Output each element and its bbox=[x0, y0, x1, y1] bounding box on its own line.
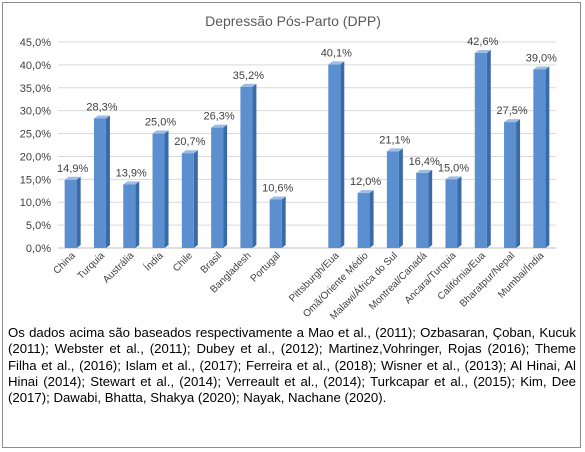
bar-top bbox=[269, 196, 286, 200]
chart-title: Depressão Pós-Parto (DPP) bbox=[205, 13, 381, 29]
data-label: 25,0% bbox=[145, 117, 176, 129]
bar-top bbox=[504, 119, 521, 123]
bar-side bbox=[369, 190, 374, 248]
bar-chart: Depressão Pós-Parto (DPP) 0,0% 5,0% 10,0% 15… bbox=[20, 13, 557, 322]
bar-side bbox=[428, 169, 433, 248]
bar-side bbox=[545, 66, 550, 248]
bar bbox=[181, 153, 194, 248]
data-label: 35,2% bbox=[233, 70, 264, 82]
data-label: 21,1% bbox=[379, 134, 410, 146]
x-tick-label: Brasil bbox=[199, 250, 224, 275]
bar-side bbox=[223, 124, 228, 248]
data-label: 28,3% bbox=[86, 101, 117, 113]
y-tick-label: 0,0% bbox=[26, 243, 51, 255]
bar-top bbox=[357, 190, 374, 194]
bar-top bbox=[240, 83, 257, 87]
y-tick-label: 30,0% bbox=[20, 106, 51, 118]
data-label: 15,0% bbox=[438, 162, 469, 174]
bar bbox=[328, 64, 341, 248]
bar-top bbox=[328, 61, 345, 65]
bar bbox=[64, 179, 77, 248]
y-tick-label: 10,0% bbox=[20, 197, 51, 209]
bar-top bbox=[533, 66, 550, 70]
bar-side bbox=[398, 148, 403, 248]
y-tick-label: 25,0% bbox=[20, 129, 51, 141]
x-tick-label: Ancara/Turquia bbox=[403, 250, 459, 306]
data-label: 14,9% bbox=[57, 163, 88, 175]
bar-side bbox=[281, 196, 286, 248]
bar bbox=[357, 193, 370, 248]
data-label: 10,6% bbox=[262, 182, 293, 194]
bar-side bbox=[164, 130, 169, 248]
bar bbox=[240, 86, 253, 249]
y-tick-label: 5,0% bbox=[26, 220, 51, 232]
x-tick-label: Portugal bbox=[249, 250, 283, 284]
bar bbox=[211, 127, 224, 248]
y-tick-label: 15,0% bbox=[20, 174, 51, 186]
y-tick-label: 20,0% bbox=[20, 151, 51, 163]
bar bbox=[93, 118, 106, 249]
bar bbox=[152, 133, 165, 248]
x-tick-label: Pittsburgh/Eua bbox=[287, 250, 341, 304]
x-tick-label: Austrália bbox=[101, 250, 137, 286]
data-label: 16,4% bbox=[409, 156, 440, 168]
bar-side bbox=[193, 150, 198, 248]
bar-side bbox=[76, 176, 81, 248]
data-label: 12,0% bbox=[350, 176, 381, 188]
data-label: 26,3% bbox=[204, 111, 235, 123]
bar bbox=[416, 172, 429, 248]
bar-top bbox=[123, 181, 140, 185]
bar bbox=[386, 151, 399, 248]
bar bbox=[445, 179, 458, 248]
caption: Os dados acima são baseados respectivame… bbox=[8, 325, 576, 406]
bar bbox=[123, 184, 136, 248]
bar-side bbox=[516, 119, 521, 248]
figure-frame bbox=[2, 2, 581, 448]
data-label: 20,7% bbox=[174, 136, 205, 148]
bar bbox=[504, 122, 517, 248]
data-label: 13,9% bbox=[116, 167, 147, 179]
data-label: 27,5% bbox=[496, 105, 527, 117]
bar-top bbox=[181, 150, 198, 154]
bar-top bbox=[416, 169, 433, 173]
bar-side bbox=[105, 115, 110, 249]
bar-side bbox=[252, 83, 257, 249]
bar-side bbox=[457, 176, 462, 248]
x-tick-label: Índia bbox=[141, 249, 166, 274]
bar-top bbox=[64, 176, 81, 180]
bar bbox=[533, 69, 546, 248]
bar-top bbox=[152, 130, 169, 134]
bar-top bbox=[386, 148, 403, 152]
y-tick-label: 45,0% bbox=[20, 37, 51, 49]
x-tick-label: China bbox=[52, 250, 79, 277]
bar-top bbox=[93, 115, 110, 119]
y-tick-label: 35,0% bbox=[20, 83, 51, 95]
x-tick-label: Chile bbox=[171, 250, 195, 274]
data-label: 40,1% bbox=[321, 47, 352, 59]
bar-top bbox=[445, 176, 462, 180]
bar-top bbox=[474, 49, 491, 53]
bar-top bbox=[211, 124, 228, 128]
bar-side bbox=[486, 49, 491, 249]
bar bbox=[269, 199, 282, 248]
data-label: 42,6% bbox=[467, 36, 498, 48]
y-tick-label: 40,0% bbox=[20, 60, 51, 72]
bar bbox=[474, 52, 487, 249]
bar-side bbox=[135, 181, 140, 248]
bar-side bbox=[340, 61, 345, 249]
data-label: 39,0% bbox=[526, 52, 557, 64]
